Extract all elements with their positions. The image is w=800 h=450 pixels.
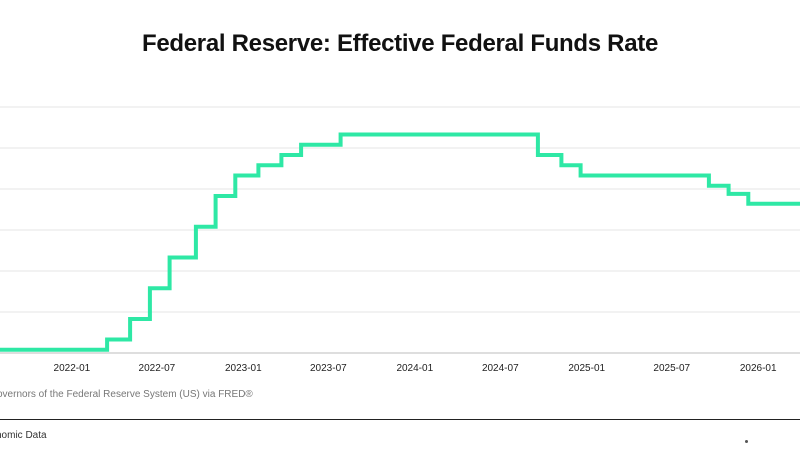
- series-line-0: [0, 132, 800, 352]
- x-tick-label: 2023-01: [225, 363, 262, 374]
- x-axis: 2022-01 2022-07 2023-01 2023-07 2024-01 2024-…: [54, 363, 777, 374]
- chart-title: Federal Reserve: Effective Federal Funds…: [141, 30, 659, 57]
- x-tick-label: 2022-07: [139, 363, 176, 374]
- source-note: overnors of the Federal Reserve System (…: [0, 389, 253, 400]
- x-tick-label: 2024-07: [482, 363, 519, 374]
- footer-dot-icon: [745, 440, 748, 443]
- footer-divider: [0, 419, 800, 420]
- x-tick-label: 2026-01: [740, 363, 777, 374]
- x-tick-label: 2023-07: [310, 363, 347, 374]
- x-tick-label: 2025-01: [568, 363, 605, 374]
- x-tick-label: 2024-01: [396, 363, 433, 374]
- gridlines: [0, 106, 800, 354]
- x-tick-label: 2025-07: [653, 363, 690, 374]
- x-tick-label: 2022-01: [54, 363, 91, 374]
- series-layer: [0, 132, 800, 352]
- footer-label: nomic Data: [0, 430, 47, 441]
